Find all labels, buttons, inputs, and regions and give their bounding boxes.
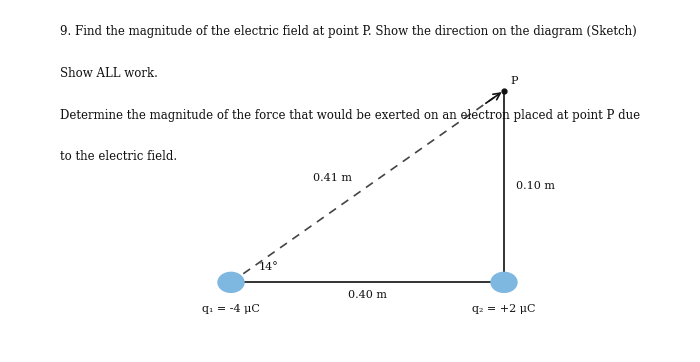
Ellipse shape <box>218 272 244 292</box>
Text: P: P <box>510 76 517 87</box>
Text: 0.41 m: 0.41 m <box>313 173 352 184</box>
Text: 0.40 m: 0.40 m <box>348 290 387 300</box>
Text: to the electric field.: to the electric field. <box>60 150 176 163</box>
Text: 0.10 m: 0.10 m <box>516 181 555 191</box>
Text: Show ALL work.: Show ALL work. <box>60 67 158 80</box>
Ellipse shape <box>491 272 517 292</box>
Text: q₂ = +2 μC: q₂ = +2 μC <box>473 304 536 314</box>
Text: Determine the magnitude of the force that would be exerted on an electron placed: Determine the magnitude of the force tha… <box>60 109 640 122</box>
Text: q₁ = -4 μC: q₁ = -4 μC <box>202 304 260 314</box>
Text: 9. Find the magnitude of the electric field at point P. Show the direction on th: 9. Find the magnitude of the electric fi… <box>60 25 636 38</box>
Text: 14°: 14° <box>259 262 279 272</box>
